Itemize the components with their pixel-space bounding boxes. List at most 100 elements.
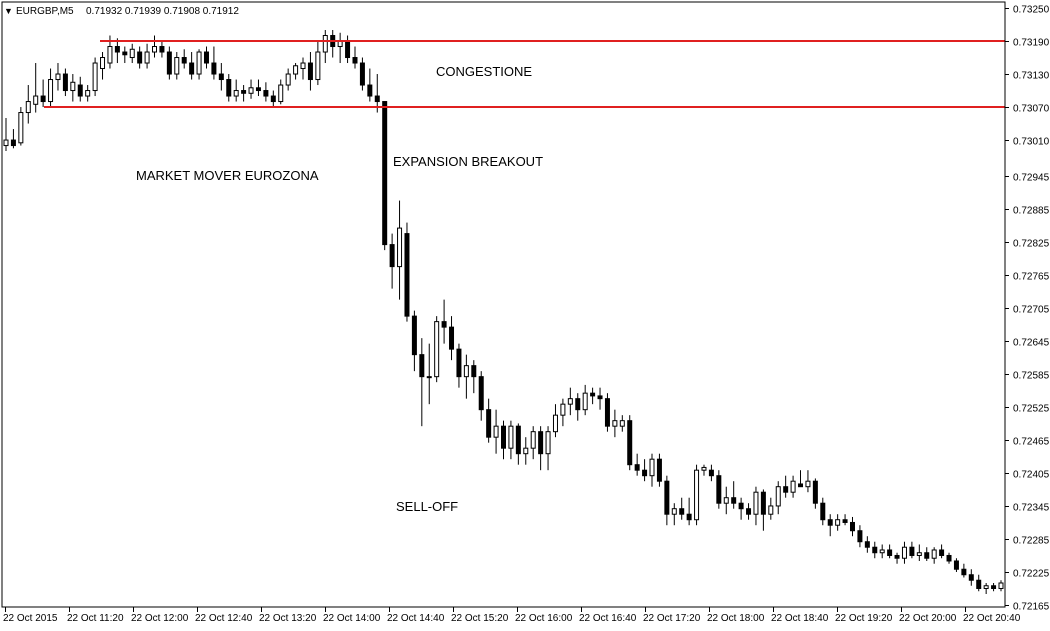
y-tick-label: 0.72285 — [1013, 536, 1050, 547]
candle — [746, 503, 752, 520]
candle — [270, 90, 276, 108]
candle-body-bullish — [33, 95, 39, 105]
candle-body-bearish — [961, 568, 967, 576]
candle — [686, 497, 692, 526]
candle-body-bullish — [983, 585, 989, 589]
candle-body-bearish — [40, 95, 46, 103]
candle-body-bearish — [746, 508, 752, 515]
candle-body-bearish — [203, 51, 209, 64]
candle — [916, 544, 922, 561]
candle-body-bearish — [77, 84, 83, 97]
candle-body-bullish — [278, 84, 284, 103]
candle-body-bearish — [686, 513, 692, 521]
candle — [315, 41, 321, 86]
x-tick-label: 22 Oct 16:40 — [579, 613, 637, 624]
y-tick-label: 0.72165 — [1013, 602, 1050, 613]
candle — [501, 420, 506, 460]
candle-body-bearish — [976, 579, 982, 589]
candle — [77, 76, 83, 102]
candle-body-bearish — [827, 519, 833, 526]
candle-body-bearish — [211, 62, 217, 75]
candle-body-bearish — [656, 458, 662, 482]
candle — [189, 52, 195, 80]
candle — [255, 79, 261, 97]
y-tick-label: 0.72885 — [1013, 206, 1050, 217]
candle-body-bullish — [315, 51, 321, 81]
candle — [998, 580, 1004, 592]
candle — [278, 79, 284, 105]
candle — [790, 475, 796, 498]
chart-header-symbol: EURGBP,M5 — [16, 6, 74, 17]
candle — [538, 426, 544, 471]
candle-body-bearish — [924, 552, 930, 559]
y-tick-label: 0.72405 — [1013, 470, 1050, 481]
candle — [701, 464, 707, 476]
candle-body-bullish — [567, 398, 573, 405]
x-tick-label: 22 Oct 12:40 — [195, 613, 253, 624]
candle-body-bullish — [612, 420, 618, 427]
candle — [70, 74, 76, 102]
candle-body-bullish — [879, 549, 885, 554]
annotation-expansion-breakout: EXPANSION BREAKOUT — [393, 154, 543, 169]
x-tick-label: 22 Oct 20:00 — [899, 613, 957, 624]
candle-body-bearish — [471, 365, 477, 378]
candle — [976, 574, 982, 592]
candle-body-bullish — [100, 57, 106, 70]
candle-body-bullish — [322, 35, 328, 53]
candle — [330, 30, 336, 58]
candle-body-bullish — [293, 65, 299, 75]
candle-body-bearish — [137, 51, 143, 64]
candle-body-bearish — [590, 392, 596, 397]
y-tick-label: 0.73010 — [1013, 137, 1050, 148]
x-tick-label: 22 Oct 18:40 — [771, 613, 829, 624]
candle — [382, 101, 388, 251]
candle-body-bullish — [196, 51, 202, 75]
candle-body-bearish — [946, 554, 952, 562]
candle-body-bearish — [449, 326, 455, 350]
candle-body-bearish — [798, 483, 804, 488]
candle-body-bullish — [560, 403, 566, 416]
candle-body-bullish — [523, 447, 529, 455]
candle — [55, 63, 61, 91]
x-tick-label: 22 Oct 14:40 — [387, 613, 445, 624]
candle — [842, 514, 848, 526]
candle — [679, 497, 685, 520]
x-tick-label: 22 Oct 11:20 — [67, 613, 124, 624]
candle-body-bullish — [649, 458, 655, 477]
y-tick-label: 0.72525 — [1013, 404, 1050, 415]
chart-header-arrow: ▼ — [4, 6, 13, 16]
candle-body-bearish — [634, 464, 640, 471]
y-tick-label: 0.72945 — [1013, 173, 1050, 184]
chart-header-ohlc: 0.71932 0.71939 0.71908 0.71912 — [86, 6, 239, 17]
candle — [864, 536, 870, 553]
candle — [337, 32, 343, 64]
candle-body-bearish — [909, 546, 915, 556]
candle-body-bearish — [345, 40, 351, 59]
candle — [322, 30, 328, 64]
candle — [307, 52, 313, 91]
candle — [597, 387, 603, 410]
candle-body-bullish — [426, 376, 432, 379]
candle-body-bullish — [545, 431, 551, 455]
candle-body-bearish — [939, 549, 945, 556]
candle — [590, 387, 596, 405]
candle — [114, 38, 120, 64]
candle-body-bearish — [820, 502, 826, 521]
candle — [820, 497, 826, 526]
candle-body-bearish — [10, 139, 16, 147]
y-tick-label: 0.72825 — [1013, 239, 1050, 250]
candle-body-bearish — [627, 420, 633, 466]
candle — [961, 563, 967, 578]
candle-body-bearish — [849, 521, 855, 532]
y-tick-label: 0.72765 — [1013, 272, 1050, 283]
candle-body-bullish — [18, 112, 24, 144]
candle-body-bearish — [716, 475, 722, 504]
candle-body-bullish — [25, 101, 31, 114]
y-tick-label: 0.72645 — [1013, 338, 1050, 349]
candle — [411, 310, 417, 372]
candle-body-bullish — [174, 57, 180, 75]
candle — [731, 481, 737, 509]
candle-body-bearish — [441, 321, 447, 328]
